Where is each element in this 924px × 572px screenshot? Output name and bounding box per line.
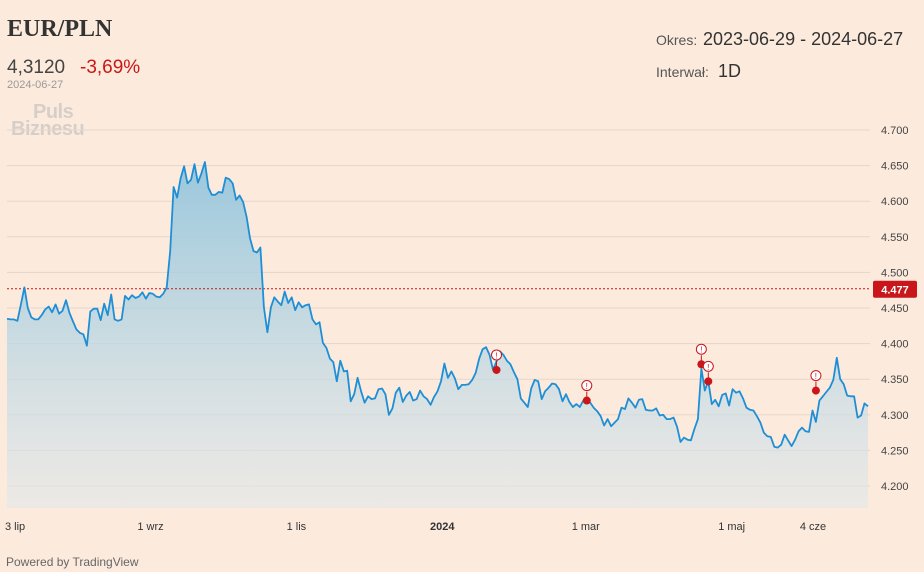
price-line [6, 161, 869, 449]
interval-selector[interactable]: 1D [718, 61, 742, 81]
y-tick-label: 4.300 [881, 410, 909, 422]
last-price: 4,3120 [7, 57, 66, 78]
puls-biznesu-logo: Puls Biznesu [11, 101, 85, 140]
event-marker-dot [811, 386, 820, 395]
reference-label: 4.477 [881, 284, 909, 296]
price-date: 2024-06-27 [7, 79, 64, 91]
price-area [7, 162, 868, 508]
event-marker-badge [810, 370, 822, 382]
event-marker-dot [704, 377, 713, 386]
x-tick-label: 2024 [430, 521, 455, 533]
interval-label: Interwał: [656, 64, 709, 80]
y-tick-label: 4.500 [881, 267, 909, 279]
price-change: -3,69% [80, 57, 141, 78]
y-tick-label: 4.700 [881, 125, 909, 137]
event-marker-badge [581, 380, 593, 392]
event-marker-icon: ! [700, 346, 702, 355]
y-tick-label: 4.250 [881, 445, 909, 457]
event-marker-icon: ! [707, 363, 709, 372]
y-tick-label: 4.350 [881, 374, 909, 386]
period-label: Okres: [656, 32, 698, 48]
x-tick-label: 4 cze [800, 521, 826, 533]
y-tick-label: 4.600 [881, 196, 909, 208]
x-tick-label: 1 wrz [137, 521, 163, 533]
event-marker-badge [491, 349, 503, 361]
event-marker-icon: ! [815, 372, 817, 381]
x-tick-label: 1 lis [287, 521, 307, 533]
reference-label-bg [873, 280, 917, 298]
event-marker-badge [695, 343, 707, 355]
x-tick-label: 1 mar [572, 521, 600, 533]
y-tick-label: 4.650 [881, 161, 909, 173]
y-tick-label: 4.200 [881, 481, 909, 493]
event-marker-icon: ! [495, 351, 497, 360]
x-tick-label: 3 lip [5, 521, 25, 533]
logo-line-2: Biznesu [11, 118, 85, 140]
event-marker-dot [492, 365, 501, 374]
x-tick-label: 1 maj [718, 521, 745, 533]
event-marker-icon: ! [586, 382, 588, 391]
powered-by-link[interactable]: Powered by TradingView [6, 555, 139, 569]
y-tick-label: 4.450 [881, 303, 909, 315]
page-title: EUR/PLN [7, 16, 113, 42]
event-marker-dot [582, 396, 591, 405]
y-tick-label: 4.550 [881, 232, 909, 244]
y-tick-label: 4.400 [881, 339, 909, 351]
event-marker-badge [702, 360, 714, 372]
logo-line-1: Puls [33, 101, 74, 123]
period-selector[interactable]: 2023-06-29 - 2024-06-27 [703, 29, 904, 49]
